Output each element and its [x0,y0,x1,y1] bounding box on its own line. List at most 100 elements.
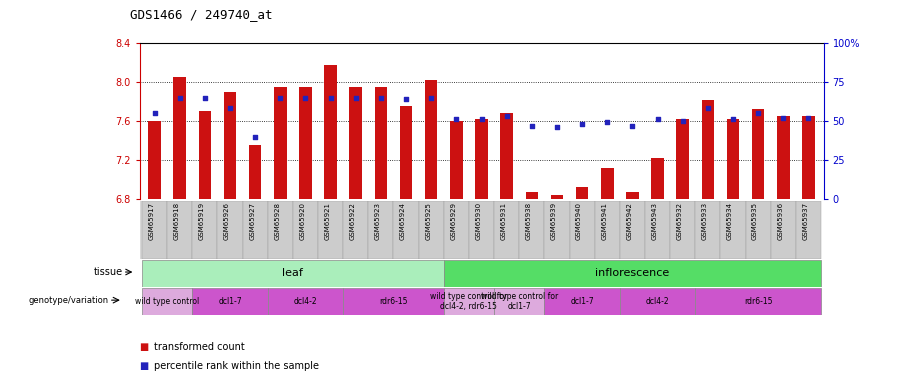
Text: ■: ■ [140,361,148,370]
Text: GSM65919: GSM65919 [199,202,205,240]
Bar [777,116,789,199]
Text: GSM65937: GSM65937 [803,202,808,240]
Point [298,94,312,100]
FancyBboxPatch shape [268,201,292,259]
Text: GSM65936: GSM65936 [778,202,783,240]
Point [374,94,388,100]
FancyBboxPatch shape [218,201,243,259]
FancyBboxPatch shape [243,201,268,259]
Bar [701,99,714,199]
FancyBboxPatch shape [544,288,620,315]
Text: GSM65917: GSM65917 [148,202,155,240]
Text: tissue: tissue [94,267,122,277]
Point [248,134,263,140]
FancyBboxPatch shape [444,201,469,259]
FancyBboxPatch shape [595,201,620,259]
FancyBboxPatch shape [418,201,444,259]
Text: rdr6-15: rdr6-15 [744,297,772,306]
Bar [802,116,814,199]
Text: dcl4-2: dcl4-2 [293,297,318,306]
Bar [500,113,513,199]
Bar [174,77,186,199]
Bar [652,158,664,199]
FancyBboxPatch shape [444,260,821,287]
Text: wild type control: wild type control [135,297,199,306]
Point [474,116,489,122]
Point [801,115,815,121]
Text: transformed count: transformed count [154,342,245,352]
Point [676,118,690,124]
Bar [425,80,437,199]
Point [751,110,765,116]
Point [550,124,564,130]
Point [348,94,363,100]
FancyBboxPatch shape [469,201,494,259]
Bar [249,145,262,199]
Bar [726,119,739,199]
FancyBboxPatch shape [343,201,368,259]
Text: GSM65926: GSM65926 [224,202,230,240]
Point [525,123,539,129]
Point [449,116,464,122]
Bar [349,87,362,199]
Bar [626,192,639,199]
Point [223,105,238,111]
Bar [526,192,538,199]
Point [323,94,338,100]
Bar [148,121,161,199]
Text: GSM65939: GSM65939 [551,202,557,240]
Bar [677,119,689,199]
Text: GSM65923: GSM65923 [375,202,381,240]
FancyBboxPatch shape [393,201,419,259]
FancyBboxPatch shape [544,201,570,259]
Bar [299,87,311,199]
Point [700,105,715,111]
Text: rdr6-15: rdr6-15 [379,297,408,306]
FancyBboxPatch shape [142,260,444,287]
FancyBboxPatch shape [140,201,818,259]
Point [575,121,590,127]
Text: GSM65922: GSM65922 [350,202,356,240]
Point [500,113,514,119]
Bar [475,119,488,199]
FancyBboxPatch shape [695,201,720,259]
Bar [274,87,286,199]
Bar [374,87,387,199]
FancyBboxPatch shape [494,201,519,259]
FancyBboxPatch shape [142,201,167,259]
FancyBboxPatch shape [368,201,393,259]
FancyBboxPatch shape [695,288,821,315]
Text: GSM65924: GSM65924 [400,202,406,240]
Text: GSM65934: GSM65934 [727,202,733,240]
Text: GSM65933: GSM65933 [702,202,707,240]
Text: wild type control for
dcl4-2, rdr6-15: wild type control for dcl4-2, rdr6-15 [430,292,508,311]
Text: dcl4-2: dcl4-2 [645,297,670,306]
Bar [450,121,463,199]
Point [424,94,438,100]
FancyBboxPatch shape [444,288,494,315]
Text: GSM65931: GSM65931 [500,202,507,240]
Point [198,94,212,100]
Text: GSM65920: GSM65920 [300,202,305,240]
Text: GSM65932: GSM65932 [677,202,683,240]
Bar [324,66,337,199]
FancyBboxPatch shape [142,288,193,315]
Bar [400,106,412,199]
FancyBboxPatch shape [167,201,193,259]
Text: GSM65942: GSM65942 [626,202,633,240]
Text: GSM65943: GSM65943 [652,202,658,240]
FancyBboxPatch shape [620,288,695,315]
Text: GSM65925: GSM65925 [425,202,431,240]
FancyBboxPatch shape [745,201,770,259]
Text: dcl1-7: dcl1-7 [571,297,594,306]
Point [626,123,640,129]
Text: dcl1-7: dcl1-7 [218,297,242,306]
Point [148,110,162,116]
FancyBboxPatch shape [720,201,745,259]
Text: GSM65935: GSM65935 [752,202,758,240]
Text: GSM65929: GSM65929 [450,202,456,240]
Text: GSM65918: GSM65918 [174,202,180,240]
Bar [551,195,563,199]
FancyBboxPatch shape [193,288,268,315]
FancyBboxPatch shape [268,288,343,315]
